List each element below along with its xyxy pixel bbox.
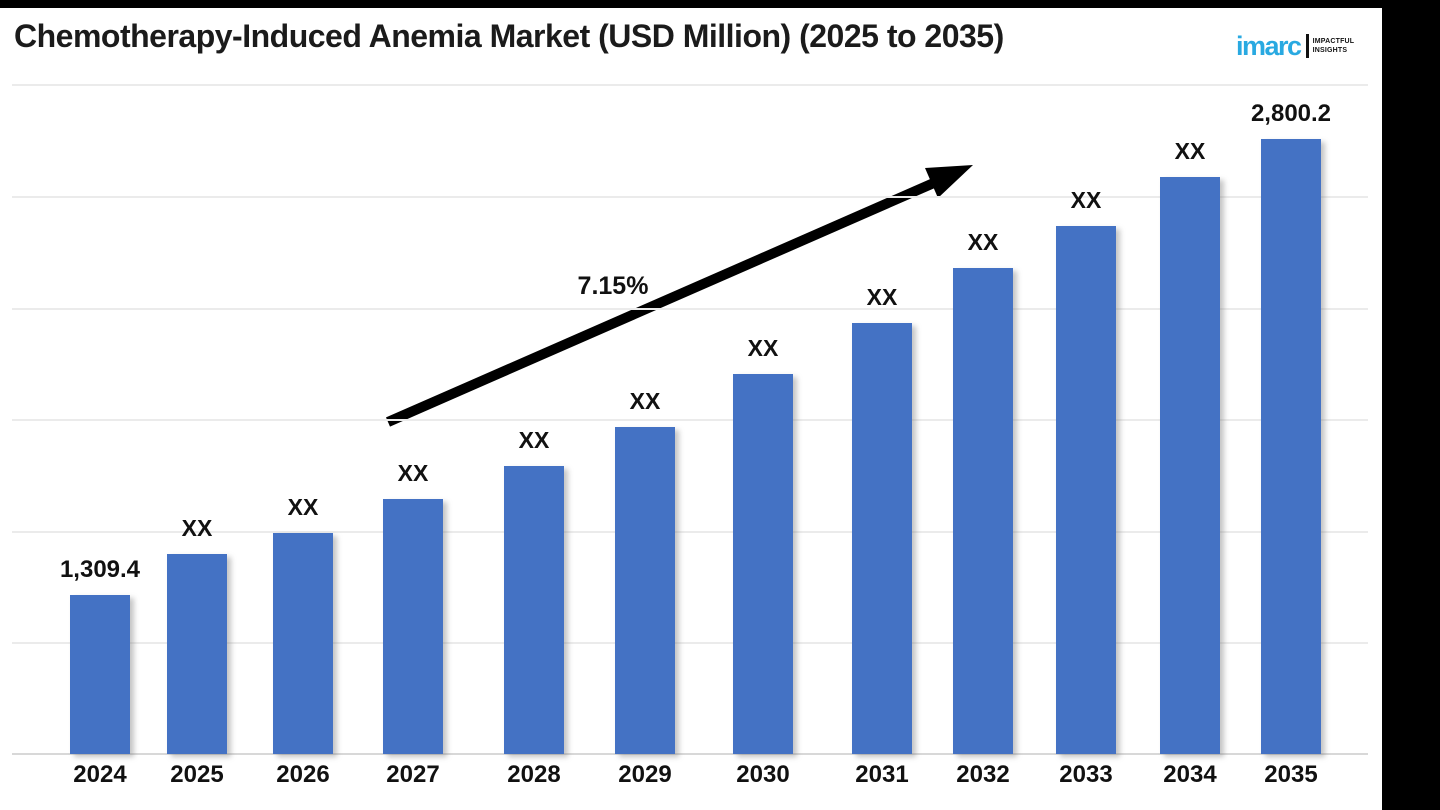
right-black-border [1382,0,1440,810]
gridline [12,531,1368,533]
bar-value-label-2030: XX [747,335,779,361]
bar-value-label-2025: XX [181,515,213,541]
bar-value-label-2031: XX [866,284,898,310]
gridline [12,419,1368,421]
chart-title: Chemotherapy-Induced Anemia Market (USD … [14,18,1004,54]
bar-2026 [273,533,333,754]
bar-2034 [1160,177,1220,754]
x-axis-label-2032: 2032 [956,761,1010,788]
bar-2028 [504,466,564,754]
gridline [12,84,1368,86]
x-axis-label-2027: 2027 [386,761,440,788]
plot-area: 7.15% 1,309.4 2024 XX 2025 XX 2026 XX 2027 XX 202… [12,84,1368,788]
bar-value-label-2029: XX [629,388,661,414]
x-axis-label-2025: 2025 [170,761,224,788]
bar-value-label-2035: 2,800.2 [1250,100,1332,127]
x-axis-label-2026: 2026 [276,761,330,788]
imarc-logo-wordmark: imarc [1236,30,1302,61]
imarc-logo-tagline-line2: INSIGHTS [1312,47,1348,54]
x-axis-label-2029: 2029 [618,761,672,788]
gridline [12,642,1368,644]
imarc-logo-tagline: IMPACTFUL INSIGHTS [1313,37,1355,55]
bar-2025 [167,554,227,754]
bar-value-label-2034: XX [1174,138,1206,164]
x-axis-baseline [12,753,1368,755]
bar-value-label-2028: XX [518,427,550,453]
x-axis-label-2035: 2035 [1264,761,1318,788]
cagr-annotation: 7.15% [577,272,649,300]
x-axis-label-2030: 2030 [736,761,790,788]
x-axis-label-2033: 2033 [1059,761,1113,788]
bar-value-label-2027: XX [397,460,429,486]
bar-value-label-2033: XX [1070,187,1102,213]
gridline [12,196,1368,198]
bar-2031 [852,323,912,754]
x-axis-label-2024: 2024 [73,761,127,788]
x-axis-label-2034: 2034 [1163,761,1217,788]
bar-2029 [615,427,675,754]
imarc-logo-tagline-line1: IMPACTFUL [1312,37,1355,45]
bar-2024 [70,595,130,754]
top-black-border [0,0,1382,8]
imarc-logo: imarc IMPACTFUL INSIGHTS [1236,30,1354,62]
x-axis-label-2031: 2031 [855,761,909,788]
gridline [12,308,1368,310]
bar-2030 [733,374,793,754]
bar-2035 [1261,139,1321,754]
bar-value-label-2032: XX [967,229,999,255]
imarc-logo-divider [1305,34,1309,58]
bar-value-label-2024: 1,309.4 [59,556,141,583]
bar-2033 [1056,226,1116,754]
bar-value-label-2026: XX [287,494,319,520]
bar-2027 [383,499,443,754]
x-axis-label-2028: 2028 [507,761,561,788]
bar-2032 [953,268,1013,754]
